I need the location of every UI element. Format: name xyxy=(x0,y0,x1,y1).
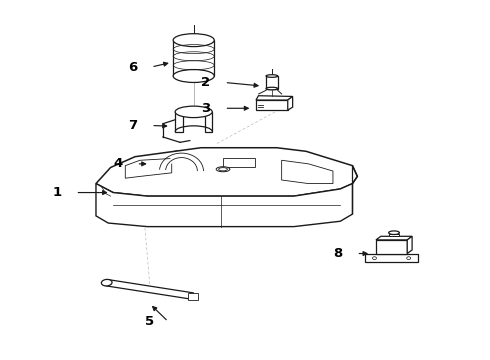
Polygon shape xyxy=(376,240,407,253)
Polygon shape xyxy=(96,184,352,226)
Text: 2: 2 xyxy=(201,76,211,89)
Text: 4: 4 xyxy=(113,157,122,170)
Ellipse shape xyxy=(266,87,278,90)
Ellipse shape xyxy=(372,257,376,260)
Polygon shape xyxy=(407,236,412,253)
Ellipse shape xyxy=(173,69,214,82)
Polygon shape xyxy=(173,40,214,76)
Ellipse shape xyxy=(389,231,399,234)
Polygon shape xyxy=(266,76,278,89)
Ellipse shape xyxy=(216,167,230,172)
Polygon shape xyxy=(256,100,288,110)
Polygon shape xyxy=(288,96,293,110)
Polygon shape xyxy=(365,253,418,262)
Polygon shape xyxy=(96,148,357,196)
Text: 5: 5 xyxy=(145,315,154,328)
Polygon shape xyxy=(376,236,412,240)
Ellipse shape xyxy=(219,168,227,171)
Text: 6: 6 xyxy=(128,60,137,73)
Ellipse shape xyxy=(407,257,411,260)
Text: 8: 8 xyxy=(333,247,343,260)
Polygon shape xyxy=(389,234,399,236)
Text: 3: 3 xyxy=(201,102,211,115)
Ellipse shape xyxy=(101,279,112,286)
Text: 7: 7 xyxy=(128,119,137,132)
Polygon shape xyxy=(106,279,194,299)
Text: 1: 1 xyxy=(52,186,61,199)
Ellipse shape xyxy=(173,34,214,46)
Ellipse shape xyxy=(266,75,278,77)
Polygon shape xyxy=(188,293,197,300)
Ellipse shape xyxy=(175,106,212,118)
Polygon shape xyxy=(256,96,293,100)
